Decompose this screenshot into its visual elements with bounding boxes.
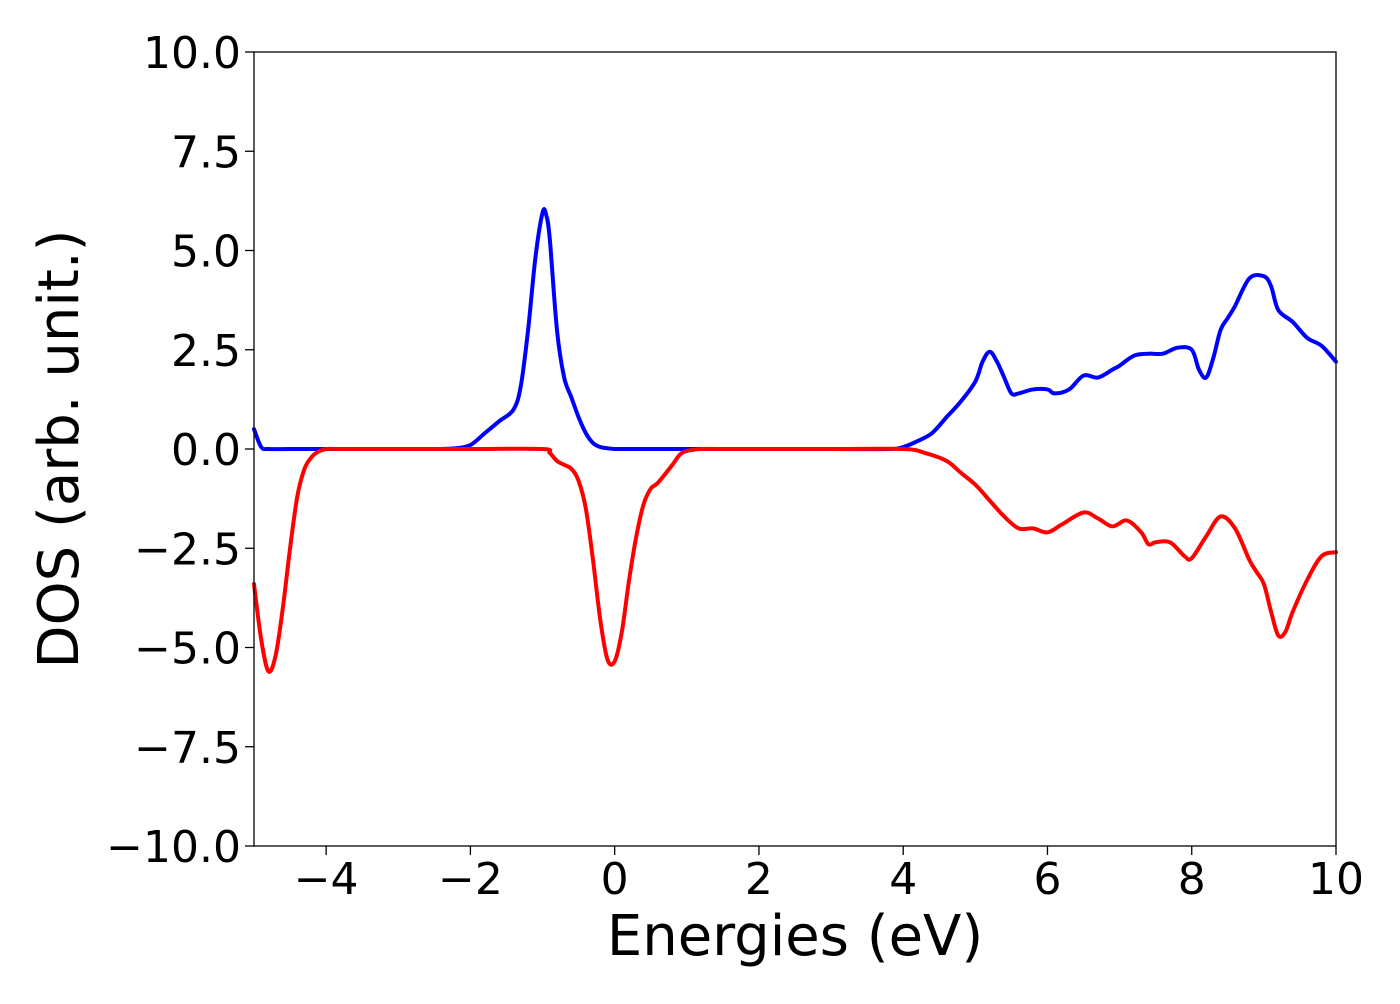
x-tick-label: −2 bbox=[438, 854, 503, 905]
y-tick-label: −7.5 bbox=[134, 723, 241, 774]
y-tick-label: 2.5 bbox=[171, 326, 241, 377]
x-axis-ticks: −4 −2 0 2 4 6 8 10 bbox=[294, 846, 1364, 905]
y-axis-ticks: 10.0 7.5 5.0 2.5 0.0 −2.5 −5.0 −7.5 −10.0 bbox=[106, 28, 254, 873]
y-tick-label: 0.0 bbox=[171, 425, 241, 476]
series-layer bbox=[252, 207, 1338, 674]
y-tick-label: 7.5 bbox=[171, 127, 241, 178]
x-tick-label: 8 bbox=[1178, 854, 1206, 905]
y-tick-label: 5.0 bbox=[171, 227, 241, 278]
y-tick-label: 10.0 bbox=[143, 28, 241, 79]
y-axis-title: DOS (arb. unit.) bbox=[27, 229, 92, 668]
series-line-1 bbox=[252, 446, 1338, 674]
series-line-0 bbox=[252, 207, 1338, 452]
y-tick-label: −2.5 bbox=[134, 524, 241, 575]
x-tick-label: −4 bbox=[294, 854, 359, 905]
plot-frame bbox=[253, 51, 1337, 847]
x-tick-label: 4 bbox=[889, 854, 917, 905]
x-tick-label: 6 bbox=[1033, 854, 1061, 905]
x-tick-label: 0 bbox=[601, 854, 629, 905]
y-tick-label: −10.0 bbox=[106, 822, 241, 873]
x-axis-title: Energies (eV) bbox=[607, 904, 983, 969]
x-tick-label: 2 bbox=[745, 854, 773, 905]
y-tick-label: −5.0 bbox=[134, 624, 241, 675]
x-tick-label: 10 bbox=[1308, 854, 1364, 905]
